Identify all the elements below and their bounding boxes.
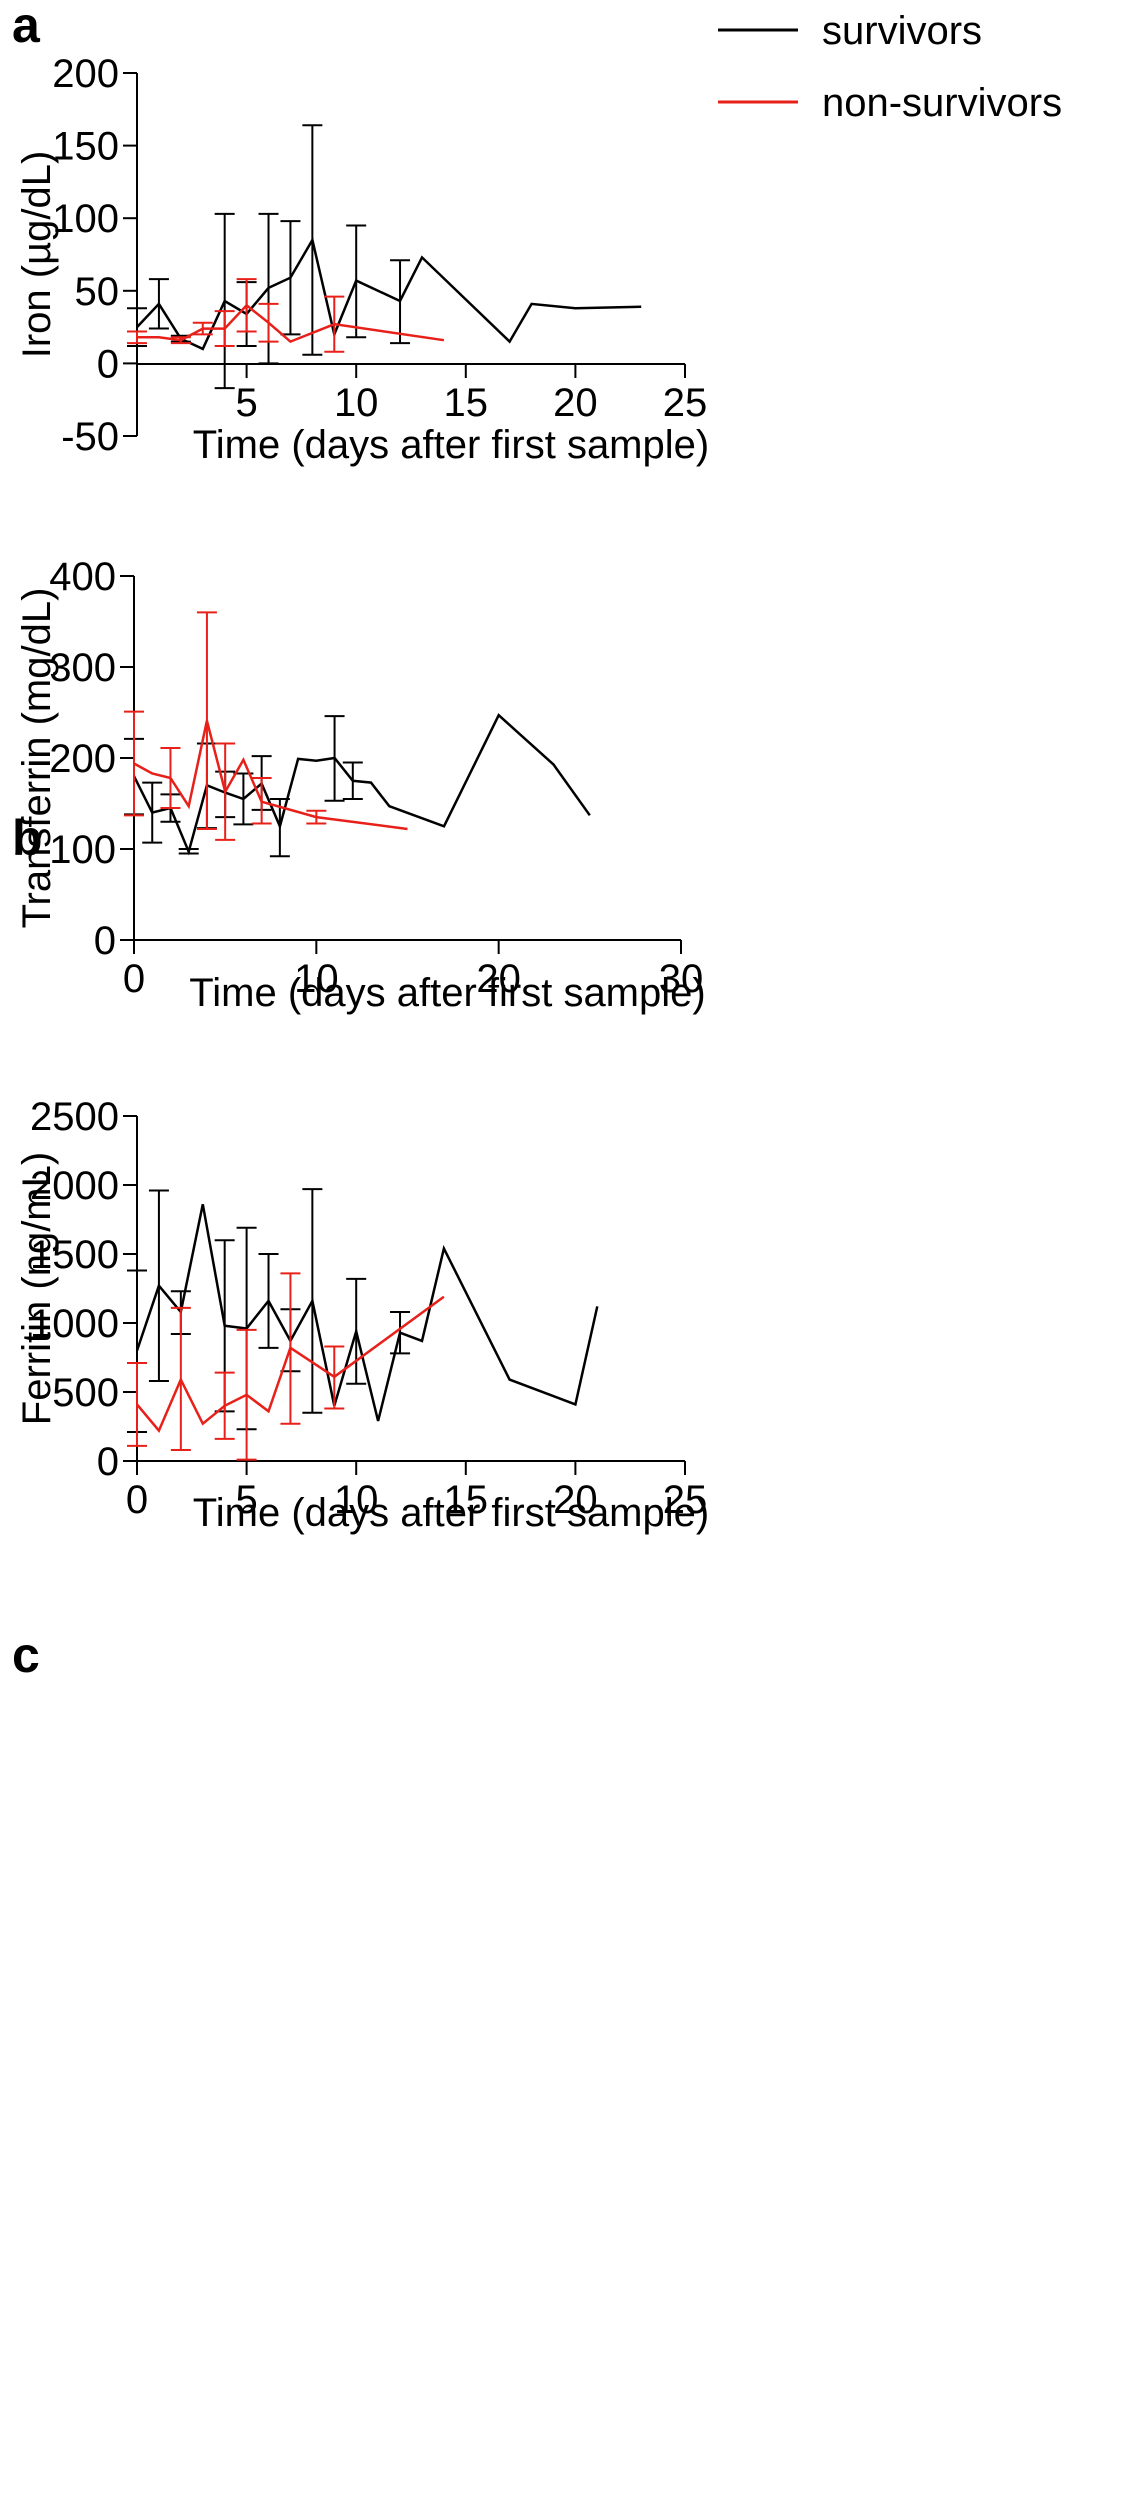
error-bar-survivors — [258, 1253, 279, 1349]
y-tick-label: 100 — [49, 828, 116, 872]
x-axis-title: Time (days after first sample) — [193, 423, 709, 467]
y-tick-label: -50 — [61, 415, 119, 459]
legend-label-non-survivors: non-survivors — [822, 81, 1062, 125]
y-tick-label: 0 — [94, 919, 116, 963]
error-bar-non-survivors — [258, 302, 279, 343]
y-tick-label: 300 — [49, 646, 116, 690]
error-bar-non-survivors — [214, 310, 235, 347]
x-tick-label: 10 — [334, 381, 379, 425]
error-bar-survivors — [302, 1188, 323, 1414]
error-bar-survivors — [214, 212, 235, 390]
x-tick-label: 20 — [553, 381, 598, 425]
error-bar-non-survivors — [324, 295, 345, 353]
y-axis-title: Transferrin (mg/dL) — [15, 588, 59, 929]
x-tick-label: 5 — [235, 381, 257, 425]
y-axis-title: Ferritin (ng/mL) — [15, 1152, 59, 1425]
x-tick-label: 15 — [444, 1478, 489, 1522]
x-tick-label: 20 — [476, 957, 521, 1001]
x-tick-label: 15 — [444, 381, 489, 425]
error-bar-survivors — [233, 772, 254, 826]
y-tick-label: 2000 — [30, 1164, 119, 1208]
x-axis-title: Time (days after first sample) — [193, 1491, 709, 1535]
legend: survivors non-survivors — [718, 9, 1062, 125]
x-tick-label: 10 — [294, 957, 339, 1001]
series-line-survivors — [132, 713, 591, 856]
error-bar-survivors — [324, 715, 345, 802]
error-bar-survivors — [280, 220, 301, 336]
series-line-non-survivors — [133, 720, 408, 831]
error-bar-non-survivors — [236, 278, 257, 333]
error-bar-non-survivors — [124, 710, 144, 817]
error-bar-survivors — [390, 259, 411, 345]
y-tick-label: 0 — [97, 342, 119, 386]
x-tick-label: 0 — [126, 1478, 148, 1522]
error-bar-survivors — [148, 1189, 169, 1382]
series-line-survivors — [135, 1204, 599, 1422]
series-non-survivors — [127, 1272, 445, 1461]
error-bar-non-survivors — [160, 746, 181, 810]
series-line-non-survivors — [136, 1295, 445, 1433]
error-bar-non-survivors — [170, 1306, 191, 1451]
y-tick-label: 2500 — [30, 1095, 119, 1139]
x-tick-label: 5 — [235, 1478, 257, 1522]
error-bar-survivors — [346, 1277, 367, 1385]
error-bar-non-survivors — [170, 336, 191, 345]
series-survivors — [127, 1188, 599, 1434]
error-bar-survivors — [302, 124, 323, 356]
error-bar-non-survivors — [192, 321, 213, 336]
y-tick-label: 400 — [49, 555, 116, 599]
error-bar-survivors — [269, 797, 290, 858]
error-bar-non-survivors — [214, 1371, 235, 1440]
y-tick-label: 1000 — [30, 1302, 119, 1346]
error-bar-survivors — [178, 848, 199, 855]
panel-letter-b: b — [12, 810, 43, 866]
series-survivors — [127, 124, 642, 390]
y-tick-label: 200 — [52, 52, 119, 96]
panel-letter-c: c — [12, 1627, 40, 1683]
y-tick-label: 0 — [97, 1440, 119, 1484]
series-non-survivors — [127, 278, 445, 353]
x-tick-label: 25 — [663, 381, 708, 425]
legend-label-survivors: survivors — [822, 9, 982, 53]
error-bar-non-survivors — [196, 611, 217, 830]
series-line-non-survivors — [137, 303, 445, 344]
error-bar-survivors — [346, 224, 367, 339]
y-tick-label: 500 — [52, 1371, 119, 1415]
y-tick-label: 50 — [75, 270, 120, 314]
y-tick-label: 1500 — [30, 1233, 119, 1277]
error-bar-survivors — [142, 781, 163, 844]
panel-letter-a: a — [12, 0, 41, 53]
x-tick-label: 25 — [663, 1478, 708, 1522]
error-bar-survivors — [148, 278, 169, 330]
error-bar-non-survivors — [324, 1345, 345, 1410]
error-bar-non-survivors — [251, 777, 272, 825]
error-bar-non-survivors — [236, 1328, 257, 1461]
x-tick-label: 10 — [334, 1478, 379, 1522]
y-axis-title: Iron (µg/dL) — [15, 151, 59, 359]
x-tick-label: 0 — [123, 957, 145, 1001]
x-tick-label: 30 — [659, 957, 704, 1001]
x-tick-label: 20 — [553, 1478, 598, 1522]
error-bar-non-survivors — [127, 330, 147, 345]
error-bar-survivors — [342, 761, 363, 800]
y-tick-label: 150 — [52, 125, 119, 169]
error-bar-non-survivors — [127, 1362, 147, 1447]
error-bar-non-survivors — [215, 742, 236, 841]
y-tick-label: 200 — [49, 737, 116, 781]
x-axis-title: Time (days after first sample) — [189, 971, 705, 1015]
error-bar-survivors — [390, 1310, 411, 1355]
error-bar-non-survivors — [280, 1272, 301, 1425]
error-bar-non-survivors — [306, 809, 327, 825]
series-non-survivors — [124, 611, 408, 841]
y-tick-label: 100 — [52, 197, 119, 241]
